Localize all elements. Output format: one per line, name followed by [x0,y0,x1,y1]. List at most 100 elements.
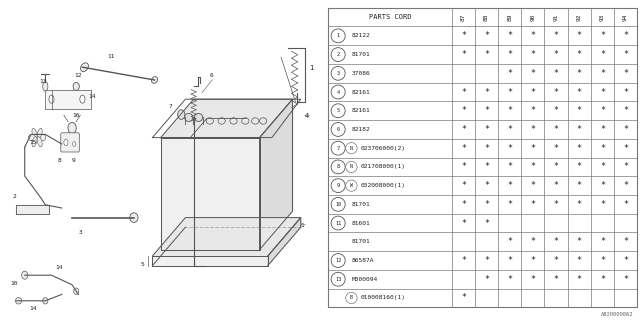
Ellipse shape [242,118,249,124]
Text: N: N [350,164,353,169]
Text: *: * [600,181,605,190]
Text: A820000062: A820000062 [601,312,634,317]
Text: *: * [508,237,512,246]
Text: *: * [508,181,512,190]
Text: 9: 9 [72,157,76,163]
Text: *: * [461,293,466,302]
Text: *: * [484,200,489,209]
Circle shape [331,104,345,118]
Ellipse shape [152,77,157,83]
Ellipse shape [195,113,203,121]
Text: 92: 92 [577,13,582,21]
Text: *: * [508,69,512,78]
Text: *: * [484,125,489,134]
Text: *: * [484,144,489,153]
Text: *: * [623,31,628,40]
Text: 82182: 82182 [351,127,370,132]
Text: 81701: 81701 [351,52,370,57]
Ellipse shape [37,128,42,139]
Text: *: * [461,181,466,190]
Text: *: * [531,31,536,40]
Text: *: * [531,275,536,284]
Text: *: * [554,31,559,40]
Text: *: * [508,50,512,59]
Circle shape [331,85,345,99]
Text: 1: 1 [337,33,340,38]
Text: *: * [554,181,559,190]
Ellipse shape [252,118,259,124]
Ellipse shape [218,118,225,124]
Text: 81701: 81701 [351,239,370,244]
Text: *: * [461,144,466,153]
Text: *: * [508,275,512,284]
Text: *: * [577,256,582,265]
Text: *: * [577,237,582,246]
Text: 11: 11 [335,220,341,226]
Ellipse shape [184,113,193,121]
Text: *: * [577,50,582,59]
Text: *: * [600,69,605,78]
Text: *: * [484,88,489,97]
Ellipse shape [260,118,267,124]
Text: *: * [623,88,628,97]
Text: *: * [577,125,582,134]
Text: *: * [600,31,605,40]
Text: 9: 9 [337,183,340,188]
Text: *: * [484,50,489,59]
Text: *: * [554,256,559,265]
Text: 12: 12 [74,73,82,78]
Ellipse shape [15,298,22,304]
Text: 89: 89 [508,13,512,21]
Text: *: * [508,88,512,97]
Text: 81601: 81601 [351,220,370,226]
Text: *: * [508,31,512,40]
Text: 14: 14 [88,93,96,99]
Text: 8: 8 [58,157,61,163]
Circle shape [331,48,345,61]
Text: 94: 94 [623,13,628,21]
Text: 6: 6 [210,73,214,78]
Text: *: * [531,163,536,172]
Text: 10: 10 [10,281,18,286]
Ellipse shape [28,134,36,141]
Text: *: * [623,275,628,284]
Text: *: * [623,163,628,172]
Text: *: * [554,125,559,134]
Ellipse shape [81,63,88,72]
Text: *: * [623,106,628,115]
Text: *: * [508,256,512,265]
Text: *: * [531,125,536,134]
Text: 93: 93 [600,13,605,21]
Text: 82161: 82161 [351,90,370,94]
Text: *: * [554,200,559,209]
Polygon shape [161,138,260,250]
Ellipse shape [32,128,37,139]
Text: *: * [531,144,536,153]
Text: 90: 90 [531,13,536,21]
Text: 4: 4 [337,90,340,94]
Text: W: W [350,183,353,188]
Text: *: * [623,125,628,134]
Text: 3: 3 [337,71,340,76]
Ellipse shape [37,137,42,147]
Text: *: * [531,50,536,59]
Text: 14: 14 [29,307,36,311]
Circle shape [346,143,357,154]
Polygon shape [268,218,301,266]
Text: *: * [484,256,489,265]
Text: 021708000(1): 021708000(1) [360,164,405,169]
Text: *: * [531,256,536,265]
Text: 11: 11 [107,53,115,59]
Text: *: * [623,200,628,209]
Text: *: * [461,50,466,59]
Ellipse shape [206,118,213,124]
Text: *: * [554,144,559,153]
Circle shape [331,197,345,211]
Text: M000094: M000094 [351,277,378,282]
Text: *: * [600,144,605,153]
Text: *: * [554,106,559,115]
Text: *: * [577,275,582,284]
Polygon shape [17,205,49,214]
Polygon shape [152,256,268,266]
Text: *: * [508,106,512,115]
